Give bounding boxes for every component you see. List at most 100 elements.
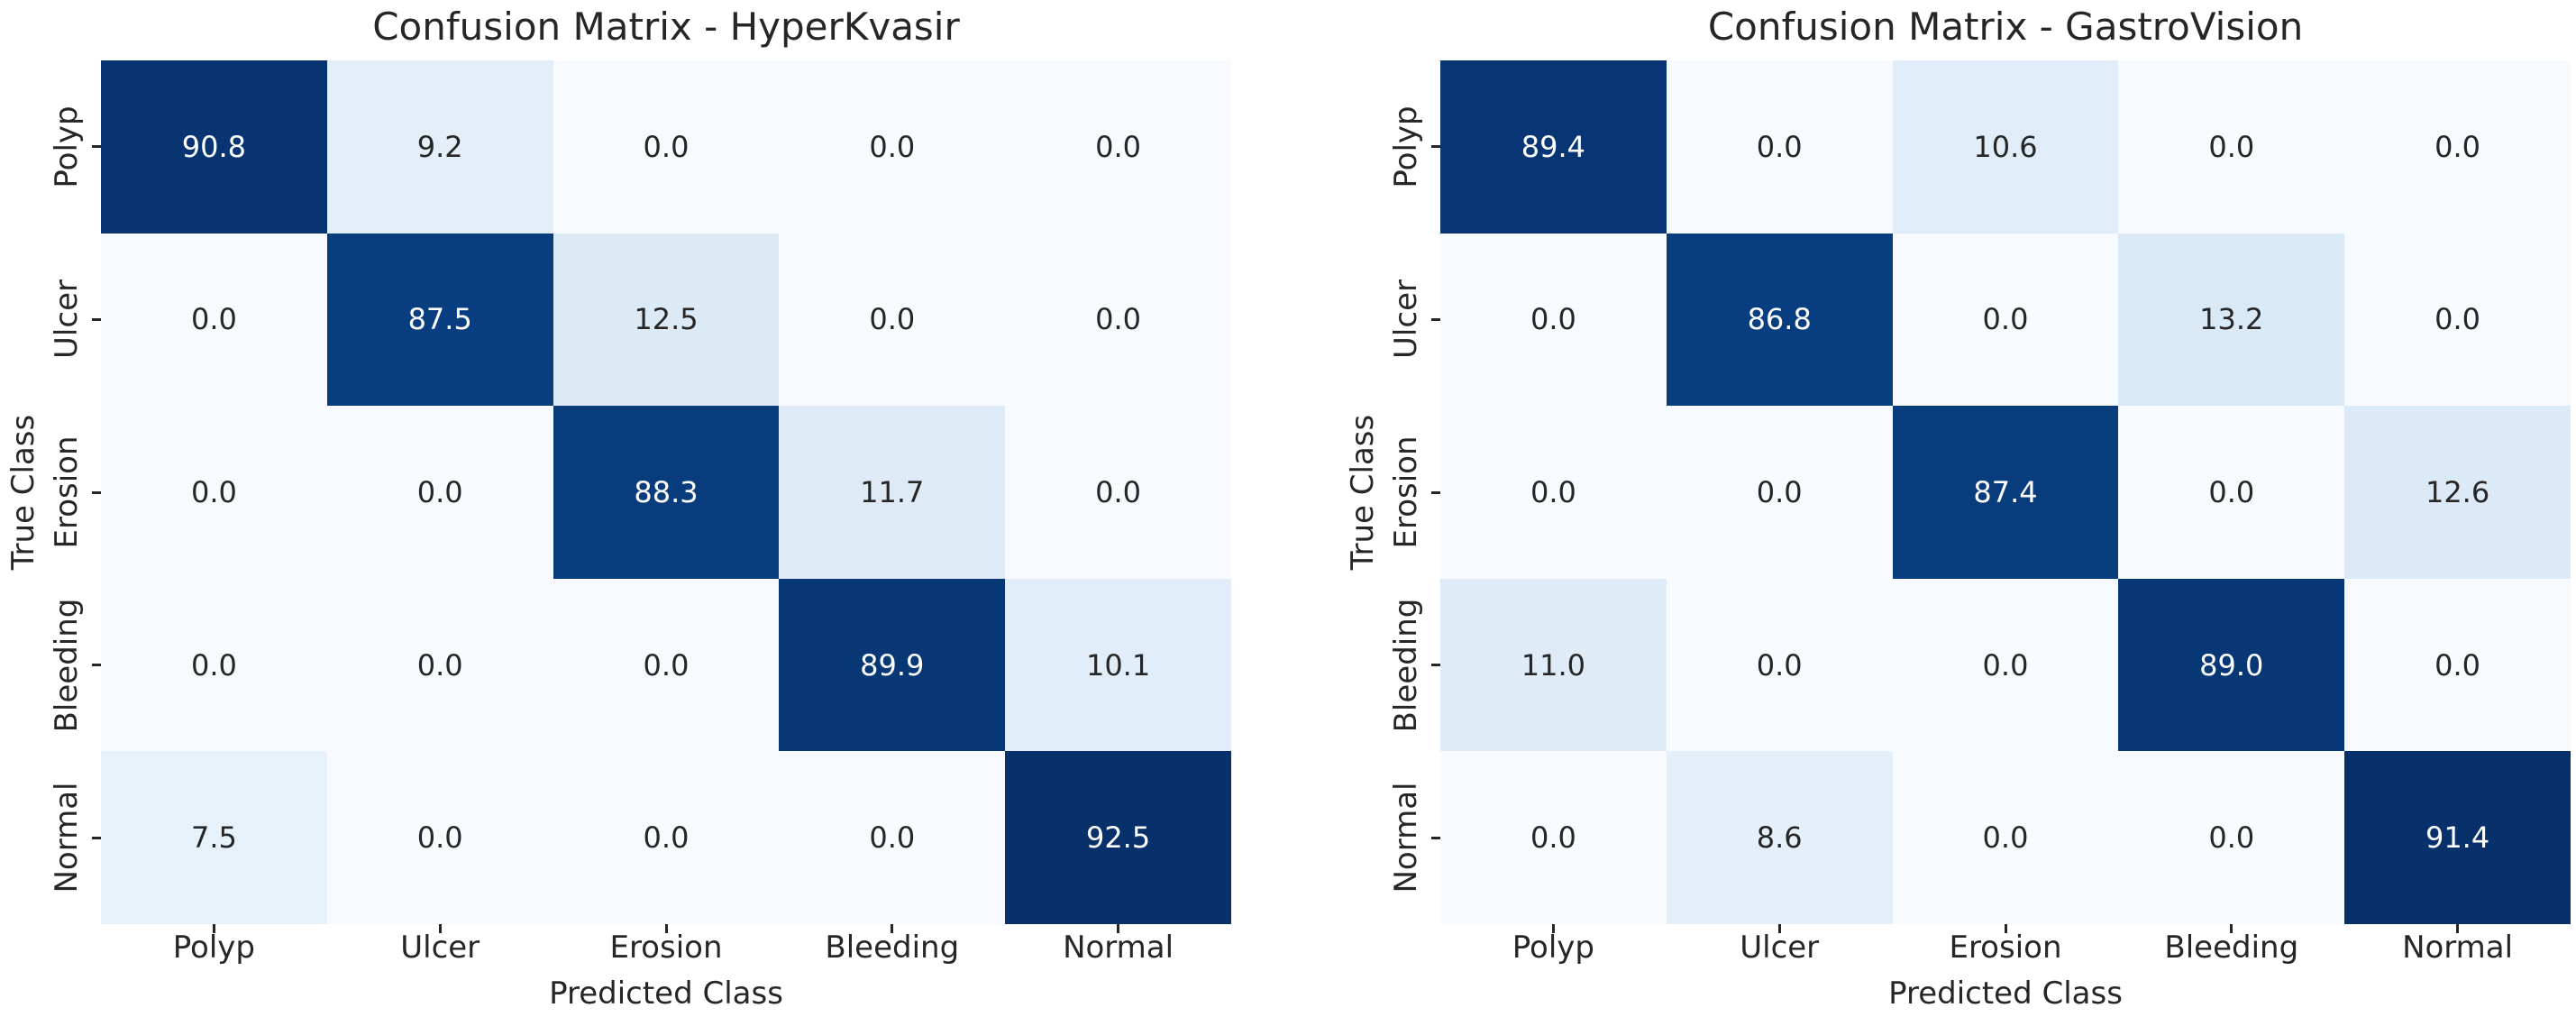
x-tick-label: Bleeding [825,930,960,966]
y-tick-mark [1431,490,1440,494]
cell-value: 91.4 [2425,820,2490,856]
y-tick-label: Erosion [1388,435,1424,549]
cell-value: 87.5 [407,302,472,337]
cell-value: 0.0 [1095,302,1142,337]
cell-value: 89.9 [860,647,925,683]
y-tick-mark [92,490,101,494]
x-tick-label: Bleeding [2164,930,2299,966]
heatmap-cell: 9.2 [326,60,553,234]
cell-value: 0.0 [2208,820,2255,856]
x-tick-mark [664,924,668,933]
heatmap-cell: 8.6 [1666,751,1893,924]
cell-value: 0.0 [1756,129,1803,164]
heatmap-cell: 89.9 [779,578,1006,752]
heatmap-cell: 0.0 [2118,751,2345,924]
cell-value: 89.4 [1521,129,1586,164]
cell-value: 90.8 [181,129,247,164]
heatmap-cell: 0.0 [2118,406,2345,579]
heatmap-cell: 0.0 [1440,751,1667,924]
y-tick-label: Ulcer [1388,279,1424,360]
heatmap-cell: 0.0 [2344,578,2571,752]
heatmap-cell: 13.2 [2118,233,2345,407]
heatmap-cell: 11.0 [1440,578,1667,752]
heatmap-cell: 10.6 [1892,60,2119,234]
y-tick-mark [92,317,101,321]
heatmap-cell: 0.0 [101,233,327,407]
heatmap-cell: 0.0 [326,578,553,752]
cell-value: 0.0 [2434,129,2481,164]
cell-value: 86.8 [1747,302,1812,337]
y-tick-mark [1431,664,1440,667]
heatmap-cell: 0.0 [101,406,327,579]
cell-value: 0.0 [1530,474,1576,509]
cell-value: 10.6 [1973,129,2038,164]
y-tick-mark [92,836,101,839]
cell-value: 0.0 [416,820,463,856]
x-tick-mark [2456,924,2460,933]
cell-value: 0.0 [190,647,237,683]
heatmap-plot-area: 89.4 0.0 10.6 0.0 0.0 0.0 86.8 0.0 13.2 0.0 0.0 0.0… [1440,60,2571,924]
heatmap-cell: 0.0 [1666,406,1893,579]
cell-value: 92.5 [1085,820,1151,856]
cell-value: 88.3 [634,474,699,509]
cell-value: 0.0 [2434,302,2481,337]
cell-value: 0.0 [1756,474,1803,509]
cell-value: 0.0 [1982,647,2029,683]
cell-value: 0.0 [1982,302,2029,337]
x-tick-label: Ulcer [1740,930,1820,966]
heatmap-cell: 89.4 [1440,60,1667,234]
x-tick-mark [2004,924,2007,933]
heatmap-cell: 0.0 [1666,60,1893,234]
heatmap-cell: 0.0 [553,578,780,752]
cell-value: 12.6 [2425,474,2490,509]
y-tick-mark [1431,317,1440,321]
cell-value: 0.0 [416,474,463,509]
heatmap-cell: 7.5 [101,751,327,924]
cell-value: 0.0 [1530,302,1576,337]
heatmap-cell: 90.8 [101,60,327,234]
cell-value: 89.0 [2199,647,2264,683]
x-tick-label: Erosion [609,930,723,966]
cell-value: 11.7 [860,474,925,509]
y-tick-label: Bleeding [1388,598,1424,732]
y-tick-mark [92,145,101,149]
x-tick-label: Polyp [1512,930,1595,966]
heatmap-cell: 92.5 [1005,751,1231,924]
cell-value: 13.2 [2199,302,2264,337]
y-tick-mark [92,664,101,667]
y-tick-label: Polyp [1388,105,1424,188]
heatmap-cell: 0.0 [1005,406,1231,579]
cell-value: 0.0 [2208,129,2255,164]
heatmap-cell: 11.7 [779,406,1006,579]
heatmap-cell: 0.0 [553,751,780,924]
x-axis-label: Predicted Class [1888,976,2123,1012]
x-tick-label: Normal [1063,930,1174,966]
cell-value: 0.0 [643,129,690,164]
cell-value: 0.0 [2434,647,2481,683]
x-tick-mark [1117,924,1120,933]
heatmap-cell: 0.0 [1440,233,1667,407]
cell-value: 0.0 [1095,129,1142,164]
heatmap-cell: 0.0 [779,60,1006,234]
heatmap-cell: 87.5 [326,233,553,407]
heatmap-cell: 0.0 [1440,406,1667,579]
x-tick-label: Normal [2402,930,2514,966]
heatmap-cell: 89.0 [2118,578,2345,752]
heatmap-cell: 0.0 [2118,60,2345,234]
x-tick-mark [2230,924,2233,933]
cell-value: 8.6 [1756,820,1803,856]
x-tick-label: Erosion [1949,930,2062,966]
cell-value: 0.0 [1982,820,2029,856]
heatmap-cell: 0.0 [1892,751,2119,924]
heatmap-cell: 0.0 [2344,233,2571,407]
x-tick-label: Ulcer [400,930,480,966]
heatmap-cell: 0.0 [1005,233,1231,407]
cell-value: 10.1 [1085,647,1151,683]
cell-value: 0.0 [1756,647,1803,683]
cell-value: 0.0 [643,647,690,683]
x-tick-mark [438,924,442,933]
heatmap-cell: 0.0 [779,751,1006,924]
cell-value: 0.0 [869,820,916,856]
